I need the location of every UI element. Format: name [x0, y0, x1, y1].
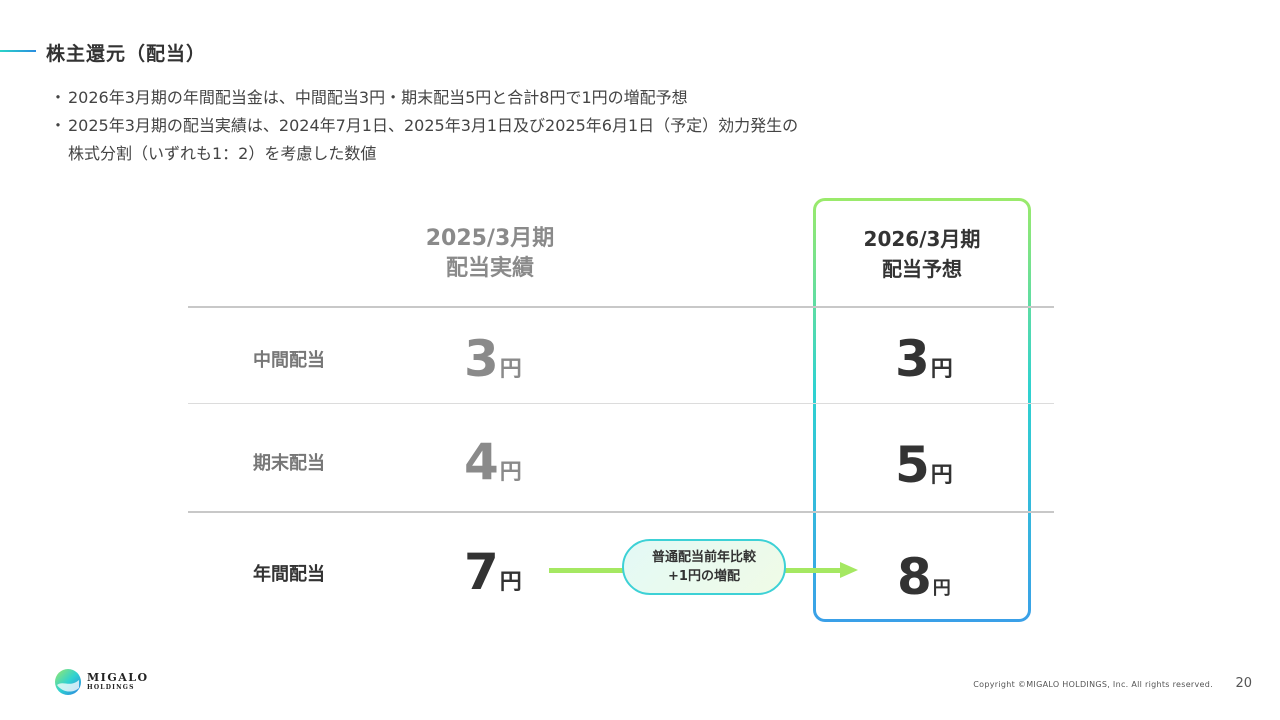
callout-line2: +1円の増配 — [668, 569, 740, 584]
row-divider — [188, 403, 1054, 404]
row-label-yearend: 期末配当 — [253, 453, 325, 474]
company-logo: MIGALO HOLDINGS — [54, 668, 149, 696]
forecast-highlight-frame — [813, 198, 1031, 622]
bullet-marker: ・ — [50, 116, 67, 135]
bullet-list: ・ 2026年3月期の年間配当金は、中間配当3円・期末配当5円と合計8円で1円の… — [50, 84, 798, 168]
row-label-interim: 中間配当 — [253, 350, 325, 371]
row-label-annual: 年間配当 — [253, 564, 325, 585]
bullet-item: ・ 2026年3月期の年間配当金は、中間配当3円・期末配当5円と合計8円で1円の… — [50, 84, 798, 112]
title-accent-line — [0, 50, 36, 52]
page-number: 20 — [1235, 676, 1252, 691]
column-header-actual-label: 配当実績 — [445, 256, 534, 281]
callout-line1: 普通配当前年比較 — [651, 550, 756, 565]
logo-mark-icon — [55, 669, 81, 695]
column-header-actual-period: 2025/3月期 — [425, 226, 555, 251]
logo-text-sub: HOLDINGS — [87, 684, 135, 691]
dividend-increase-callout: 普通配当前年比較 +1円の増配 — [622, 539, 786, 595]
arrow-head-icon — [840, 562, 858, 578]
bullet-item: ・ 2025年3月期の配当実績は、2024年7月1日、2025年3月1日及び20… — [50, 112, 798, 140]
bullet-text: 2026年3月期の年間配当金は、中間配当3円・期末配当5円と合計8円で1円の増配… — [68, 88, 688, 107]
column-header-forecast-label: 配当予想 — [882, 257, 962, 281]
copyright-text: Copyright ©MIGALO HOLDINGS, Inc. All rig… — [973, 680, 1213, 689]
column-header-actual: 2025/3月期 配当実績 — [390, 224, 590, 284]
column-header-forecast: 2026/3月期 配当予想 — [814, 224, 1030, 284]
bullet-marker: ・ — [50, 88, 67, 107]
logo-text-main: MIGALO — [87, 671, 149, 684]
table-header-divider — [188, 306, 1054, 308]
bullet-continuation: 株式分割（いずれも1：2）を考慮した数値 — [68, 144, 377, 163]
row-divider — [188, 511, 1054, 513]
column-header-forecast-period: 2026/3月期 — [863, 227, 981, 251]
bullet-text: 2025年3月期の配当実績は、2024年7月1日、2025年3月1日及び2025… — [68, 116, 799, 135]
slide-title: 株主還元（配当） — [46, 43, 207, 65]
